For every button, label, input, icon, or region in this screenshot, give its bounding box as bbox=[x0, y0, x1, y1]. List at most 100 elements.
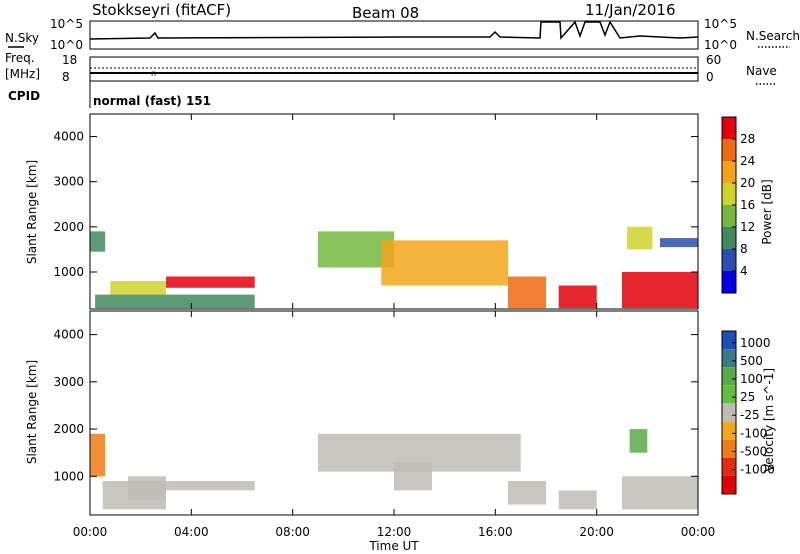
nave-label: Nave bbox=[746, 64, 777, 78]
heatmap-cell bbox=[128, 476, 166, 500]
station-title: Stokkseyri (fitACF) bbox=[92, 1, 231, 19]
colorbar-segment bbox=[722, 249, 736, 271]
colorbar-segment bbox=[722, 403, 736, 422]
nave-tick-bottom: 0 bbox=[706, 70, 714, 84]
colorbar-tick-label: 100 bbox=[740, 372, 763, 386]
colorbar-segment bbox=[722, 421, 736, 440]
colorbar-tick-label: 4 bbox=[740, 264, 748, 278]
velocity-colorbar-label: Velocity [m s^-1] bbox=[762, 368, 776, 472]
colorbar-segment bbox=[722, 227, 736, 249]
y-tick-label: 2000 bbox=[53, 220, 84, 234]
noise-left-tick-bottom: 10^0 bbox=[50, 38, 83, 52]
colorbar-tick-label: 8 bbox=[740, 242, 748, 256]
heatmap-cell bbox=[508, 276, 546, 309]
colorbar-segment bbox=[722, 367, 736, 386]
x-axis-label: Time UT bbox=[368, 539, 419, 553]
y-tick-label: 3000 bbox=[53, 375, 84, 389]
colorbar-tick-label: -1000 bbox=[740, 463, 775, 477]
colorbar-tick-label: 25 bbox=[740, 390, 755, 404]
noise-right-label: N.Search bbox=[746, 29, 800, 43]
x-tick-label: 00:00 bbox=[73, 525, 108, 539]
colorbar-segment bbox=[722, 385, 736, 404]
velocity-y-axis: 4000 3000 2000 1000 bbox=[53, 328, 698, 483]
y-tick-label: 1000 bbox=[53, 469, 84, 483]
colorbar-segment bbox=[722, 183, 736, 205]
colorbar-tick-label: -25 bbox=[740, 408, 760, 422]
x-tick-label: 12:00 bbox=[377, 525, 412, 539]
colorbar-segment bbox=[722, 439, 736, 458]
heatmap-cell bbox=[90, 231, 106, 252]
colorbar-tick-label: 500 bbox=[740, 354, 763, 368]
noise-panel-frame bbox=[89, 20, 699, 50]
freq-tick-top: 18 bbox=[62, 53, 77, 67]
colorbar-tick-label: -100 bbox=[740, 426, 767, 440]
noise-right-tick-top: 10^5 bbox=[704, 17, 737, 31]
power-ylabel: Slant Range [km] bbox=[25, 160, 39, 264]
velocity-ylabel: Slant Range [km] bbox=[25, 360, 39, 464]
colorbar-frame bbox=[721, 330, 737, 495]
noise-right-tick-bottom: 10^0 bbox=[704, 38, 737, 52]
noise-left-tick-top: 10^5 bbox=[50, 17, 83, 31]
colorbar-tick-label: 20 bbox=[740, 176, 755, 190]
heatmap-cell bbox=[508, 481, 546, 505]
y-tick-label: 3000 bbox=[53, 175, 84, 189]
colorbar-tick-label: 16 bbox=[740, 198, 755, 212]
beam-title: Beam 08 bbox=[352, 4, 419, 22]
power-colorbar: 28 24 20 16 12 8 4 bbox=[721, 116, 755, 294]
colorbar-segment bbox=[722, 457, 736, 476]
colorbar-segment bbox=[722, 331, 736, 350]
nave-tick-top: 60 bbox=[706, 53, 721, 67]
x-tick-label: 00:00 bbox=[681, 525, 716, 539]
noise-sky-line bbox=[89, 20, 699, 40]
colorbar-tick-label: 1000 bbox=[740, 336, 771, 350]
heatmap-cell bbox=[90, 433, 106, 477]
heatmap-cell bbox=[110, 281, 166, 295]
date-title: 11/Jan/2016 bbox=[585, 1, 676, 19]
x-axis: 00:00 04:00 08:00 12:00 16:00 20:00 00:00 bbox=[73, 114, 716, 539]
velocity-heatmap bbox=[90, 429, 698, 510]
heatmap-cell bbox=[381, 240, 508, 286]
y-tick-label: 1000 bbox=[53, 265, 84, 279]
y-tick-label: 4000 bbox=[53, 130, 84, 144]
heatmap-cell bbox=[166, 481, 255, 491]
heatmap-cell bbox=[166, 276, 255, 288]
cpid-label: CPID bbox=[8, 89, 40, 103]
x-tick-label: 04:00 bbox=[174, 525, 209, 539]
colorbar-tick-label: 28 bbox=[740, 132, 755, 146]
colorbar-segment bbox=[722, 271, 736, 293]
freq-panel-frame bbox=[89, 56, 699, 82]
y-tick-label: 2000 bbox=[53, 422, 84, 436]
heatmap-cell bbox=[629, 429, 648, 453]
heatmap-cell bbox=[558, 490, 597, 510]
freq-tick-bottom: 8 bbox=[62, 70, 70, 84]
heatmap-cell bbox=[95, 294, 255, 309]
colorbar-segment bbox=[722, 205, 736, 227]
freq-unit: [MHz] bbox=[5, 67, 40, 81]
power-heatmap bbox=[90, 226, 698, 309]
colorbar-segment bbox=[722, 117, 736, 139]
colorbar-segment bbox=[722, 475, 736, 494]
x-tick-label: 20:00 bbox=[579, 525, 614, 539]
colorbar-segment bbox=[722, 139, 736, 161]
cpid-value: normal (fast) 151 bbox=[93, 94, 211, 108]
velocity-colorbar: 1000 500 100 25 -25 -100 -500 -1000 bbox=[721, 330, 775, 495]
x-tick-label: 08:00 bbox=[275, 525, 310, 539]
heatmap-cell bbox=[622, 272, 698, 309]
heatmap-cell bbox=[660, 238, 698, 248]
heatmap-cell bbox=[558, 285, 597, 309]
heatmap-cell bbox=[622, 476, 698, 510]
colorbar-tick-label: 24 bbox=[740, 154, 755, 168]
power-y-axis: 4000 3000 2000 1000 bbox=[53, 130, 698, 279]
freq-glitch-mark: n bbox=[151, 69, 156, 78]
colorbar-tick-label: -500 bbox=[740, 444, 767, 458]
colorbar-segment bbox=[722, 161, 736, 183]
power-colorbar-label: Power [dB] bbox=[760, 179, 774, 244]
freq-label: Freq. bbox=[5, 51, 35, 65]
y-tick-label: 4000 bbox=[53, 328, 84, 342]
colorbar-segment bbox=[722, 349, 736, 368]
colorbar-tick-label: 12 bbox=[740, 220, 755, 234]
heatmap-cell bbox=[627, 226, 653, 250]
heatmap-cell bbox=[394, 462, 432, 491]
x-tick-label: 16:00 bbox=[478, 525, 513, 539]
